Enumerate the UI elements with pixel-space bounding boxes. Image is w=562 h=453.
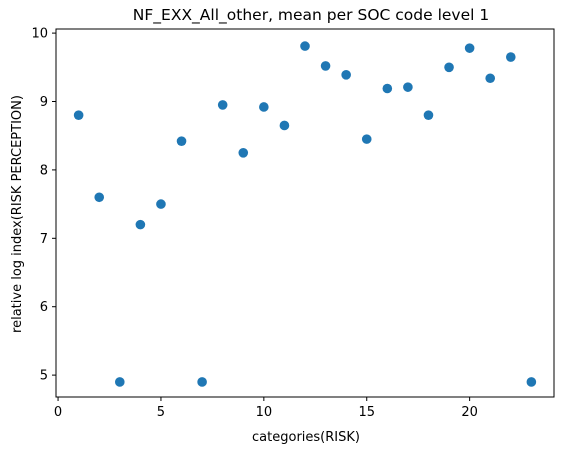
- x-axis-label: categories(RISK): [252, 430, 360, 445]
- data-point-6: [176, 136, 187, 146]
- data-point-12: [300, 41, 310, 51]
- y-tick-label: 5: [40, 369, 48, 384]
- x-tick-label: 15: [358, 405, 375, 420]
- data-point-1: [73, 110, 84, 120]
- data-point-20: [464, 43, 475, 53]
- data-point-3: [114, 377, 125, 387]
- x-tick-label: 20: [461, 405, 478, 420]
- data-point-4: [135, 219, 146, 230]
- y-axis-label: relative log index(RISK PERCEPTION): [10, 95, 25, 333]
- x-axis-ticks: 0 5 10 15 20: [54, 397, 478, 420]
- y-tick-label: 9: [40, 95, 48, 110]
- data-point-2: [94, 192, 105, 203]
- data-point-21: [485, 73, 496, 84]
- data-point-11: [279, 120, 290, 131]
- y-axis-ticks: 5 6 7 8 9 10: [31, 27, 56, 384]
- data-point-15: [361, 134, 372, 144]
- data-point-23: [526, 377, 537, 387]
- x-tick-label: 5: [157, 405, 165, 420]
- y-tick-label: 8: [40, 163, 48, 178]
- data-point-13: [320, 61, 331, 71]
- x-tick-label: 0: [54, 405, 62, 420]
- data-point-17: [403, 82, 413, 92]
- chart-title: NF_EXX_All_other, mean per SOC code leve…: [133, 6, 489, 25]
- data-point-8: [217, 100, 228, 110]
- y-tick-label: 10: [31, 27, 48, 42]
- data-point-5: [156, 199, 166, 209]
- data-point-16: [382, 83, 393, 94]
- data-point-14: [341, 70, 351, 80]
- data-point-10: [259, 102, 269, 112]
- data-point-22: [505, 52, 516, 62]
- y-tick-label: 6: [40, 300, 48, 315]
- data-points: [73, 41, 537, 387]
- data-point-18: [423, 110, 434, 120]
- y-tick-label: 7: [40, 232, 48, 247]
- data-point-7: [197, 377, 207, 387]
- x-tick-label: 10: [256, 405, 273, 420]
- data-point-19: [444, 62, 454, 73]
- data-point-9: [238, 148, 249, 158]
- plot-area-frame: [55, 28, 555, 398]
